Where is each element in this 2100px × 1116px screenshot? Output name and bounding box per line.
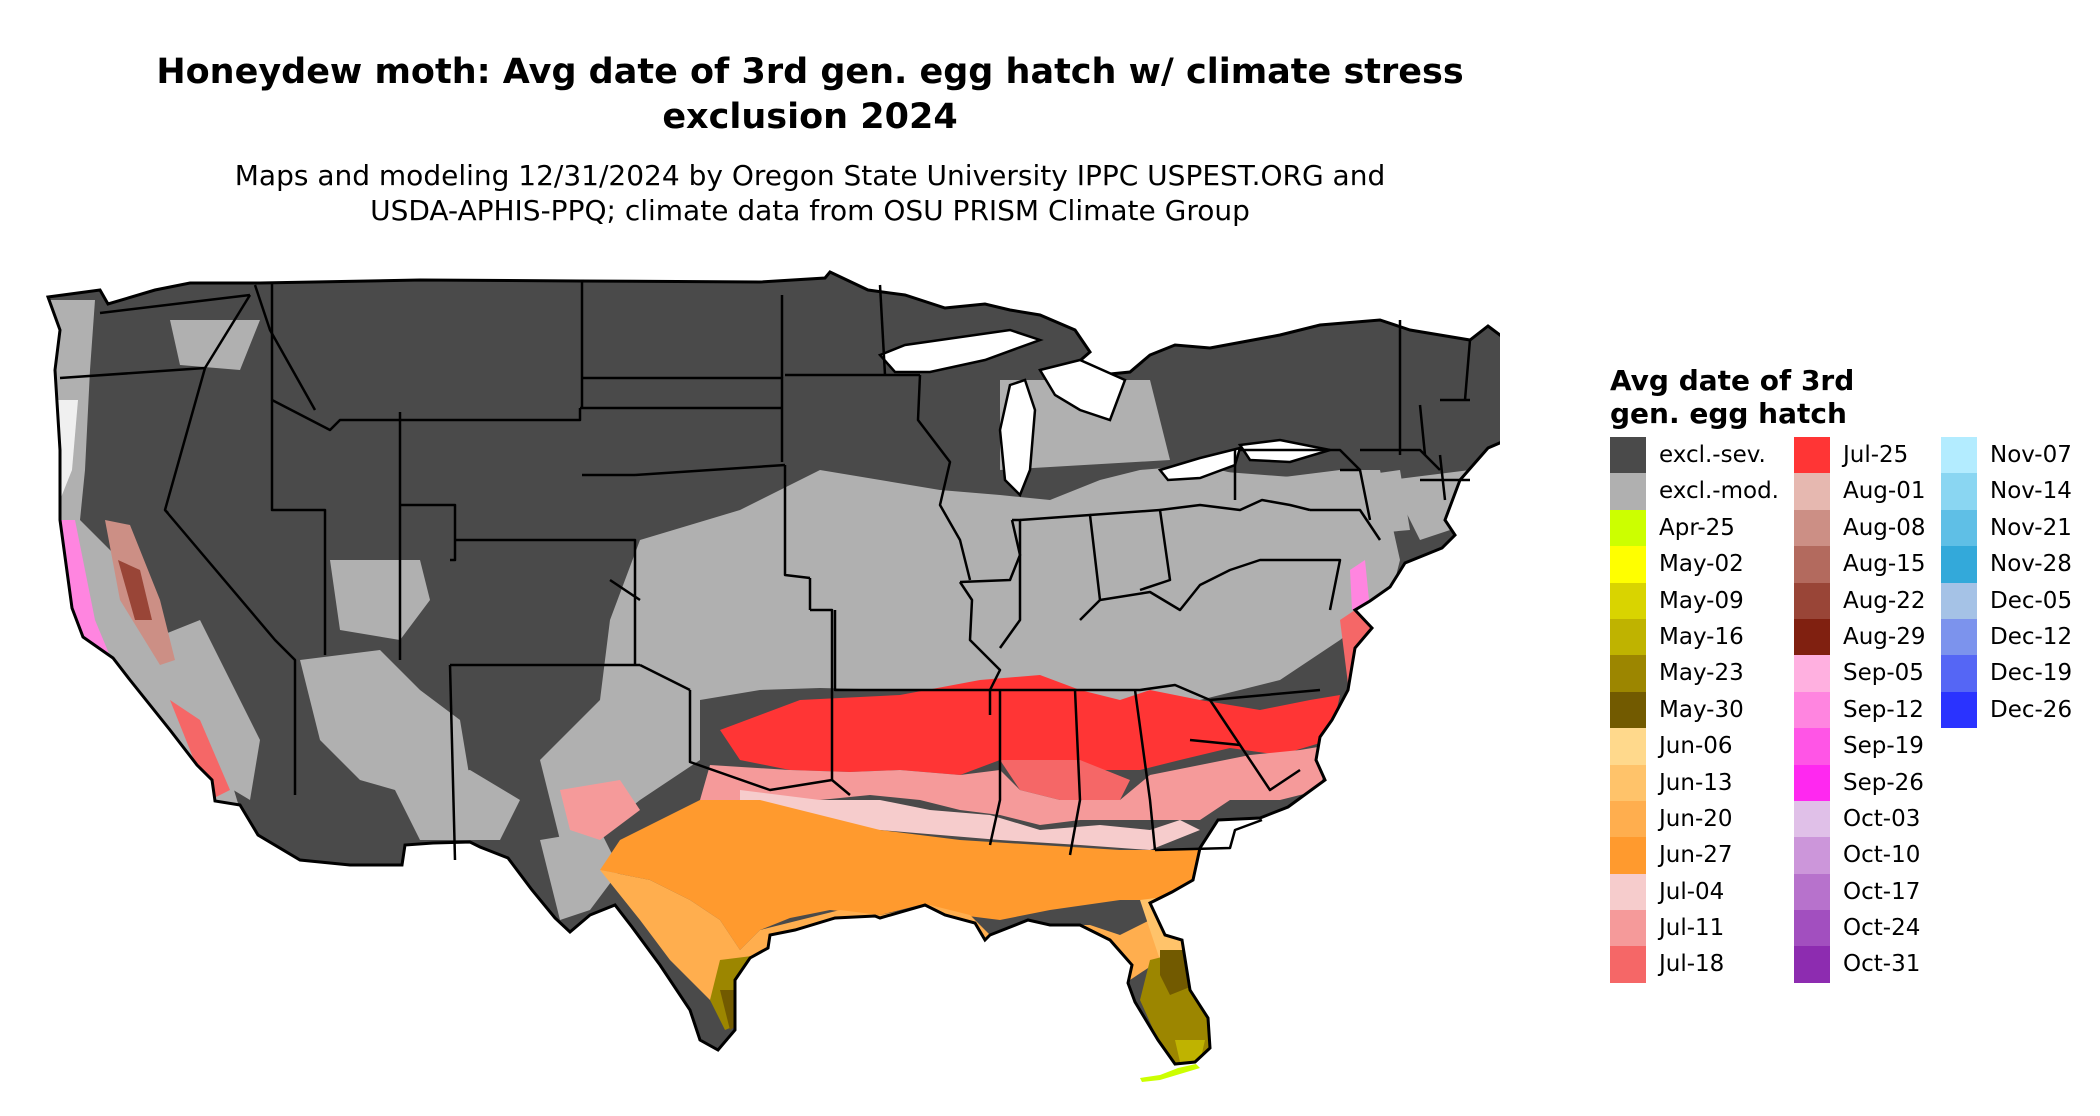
legend-label: excl.-mod. xyxy=(1659,478,1779,505)
legend-label: Jul-18 xyxy=(1659,951,1725,978)
legend-swatch xyxy=(1794,509,1830,547)
legend-swatch xyxy=(1610,546,1646,583)
legend-swatch xyxy=(1794,910,1830,947)
legend-label: excl.-sev. xyxy=(1659,442,1766,468)
legend-label: Nov-21 xyxy=(1990,514,2072,541)
subtitle-line-1: Maps and modeling 12/31/2024 by Oregon S… xyxy=(234,159,1386,192)
legend-label: Dec-26 xyxy=(1990,696,2073,723)
legend-label: Sep-19 xyxy=(1843,733,1924,760)
legend-label: Nov-28 xyxy=(1990,551,2072,578)
great-lakes xyxy=(877,328,1331,498)
legend-swatch xyxy=(1794,837,1830,874)
state-boundaries xyxy=(59,282,1472,861)
legend-label: May-09 xyxy=(1659,587,1744,614)
legend-title-line-1: Avg date of 3rd xyxy=(1610,364,1855,397)
legend-swatch xyxy=(1941,546,1977,583)
legend-label: Dec-05 xyxy=(1990,587,2073,614)
legend-label: Jun-06 xyxy=(1659,733,1733,760)
legend-swatch xyxy=(1794,728,1830,765)
us-map xyxy=(46,270,1500,1082)
legend-swatch xyxy=(1610,946,1646,983)
legend-swatch xyxy=(1610,837,1646,874)
legend-swatch xyxy=(1610,655,1646,692)
legend-label: Jul-04 xyxy=(1659,878,1725,905)
legend-swatch xyxy=(1941,655,1977,692)
legend-label: Aug-08 xyxy=(1843,514,1926,541)
legend-swatch xyxy=(1794,800,1830,838)
legend-swatch xyxy=(1794,437,1830,474)
legend-label: May-02 xyxy=(1659,551,1744,578)
legend-swatch xyxy=(1941,437,1977,474)
florida-keys xyxy=(1140,1064,1200,1082)
legend-swatch xyxy=(1610,437,1646,474)
map-subtitle: Maps and modeling 12/31/2024 by Oregon S… xyxy=(60,158,1560,228)
legend-label: May-23 xyxy=(1659,660,1744,687)
legend-swatch xyxy=(1610,618,1646,656)
legend-swatch xyxy=(1610,509,1646,547)
legend-label: Aug-29 xyxy=(1843,623,1926,650)
legend-label: Aug-22 xyxy=(1843,587,1926,614)
legend-swatch xyxy=(1610,873,1646,911)
legend-label: Aug-01 xyxy=(1843,478,1926,505)
map-title: Honeydew moth: Avg date of 3rd gen. egg … xyxy=(60,50,1560,140)
legend-swatch xyxy=(1610,691,1646,729)
map-regions xyxy=(48,272,1500,1064)
legend-swatch xyxy=(1794,764,1830,801)
legend-label: Oct-24 xyxy=(1843,915,1921,942)
legend-swatch xyxy=(1794,655,1830,692)
legend-swatch xyxy=(1941,473,1977,510)
legend-swatch xyxy=(1794,546,1830,583)
legend-label: May-30 xyxy=(1659,696,1744,723)
legend-label: Jul-25 xyxy=(1843,442,1909,468)
legend-label: Jun-20 xyxy=(1659,805,1733,832)
legend-label: Oct-10 xyxy=(1843,842,1921,869)
legend-label: Apr-25 xyxy=(1659,514,1735,541)
legend-label: Dec-12 xyxy=(1990,623,2073,650)
legend-swatch xyxy=(1794,873,1830,911)
legend-label: Sep-05 xyxy=(1843,660,1924,687)
title-line-1: Honeydew moth: Avg date of 3rd gen. egg … xyxy=(156,52,1464,92)
legend-label: Oct-03 xyxy=(1843,805,1921,832)
legend-swatch xyxy=(1610,800,1646,838)
legend-label: Jul-11 xyxy=(1659,915,1725,942)
legend-swatch xyxy=(1794,946,1830,983)
legend-swatch xyxy=(1794,691,1830,729)
legend-label: May-16 xyxy=(1659,623,1744,650)
legend-swatch xyxy=(1794,618,1830,656)
legend-label: Jun-13 xyxy=(1659,769,1733,796)
subtitle-line-2: USDA-APHIS-PPQ; climate data from OSU PR… xyxy=(370,194,1250,227)
legend-label: Oct-17 xyxy=(1843,878,1921,905)
legend-swatch xyxy=(1941,509,1977,547)
legend-label: Nov-07 xyxy=(1990,442,2072,468)
legend-label: Sep-12 xyxy=(1843,696,1924,723)
legend-label: Dec-19 xyxy=(1990,660,2073,687)
legend-label: Aug-15 xyxy=(1843,551,1926,578)
legend-label: Nov-14 xyxy=(1990,478,2072,505)
legend-swatch xyxy=(1610,582,1646,619)
legend-swatch xyxy=(1941,582,1977,619)
legend-swatch xyxy=(1794,473,1830,510)
legend-label: Oct-31 xyxy=(1843,951,1921,978)
title-line-2: exclusion 2024 xyxy=(662,97,958,137)
legend-label: Jun-27 xyxy=(1659,842,1733,869)
legend-swatch xyxy=(1610,764,1646,801)
legend-title: Avg date of 3rd gen. egg hatch xyxy=(1610,364,1854,430)
legend-swatch xyxy=(1794,582,1830,619)
legend-label: Sep-26 xyxy=(1843,769,1924,796)
legend-swatch xyxy=(1610,910,1646,947)
legend-swatch xyxy=(1610,473,1646,510)
legend-title-line-2: gen. egg hatch xyxy=(1610,397,1847,430)
legend-swatch xyxy=(1941,618,1977,656)
legend-swatch xyxy=(1941,691,1977,729)
legend-swatch xyxy=(1610,728,1646,765)
